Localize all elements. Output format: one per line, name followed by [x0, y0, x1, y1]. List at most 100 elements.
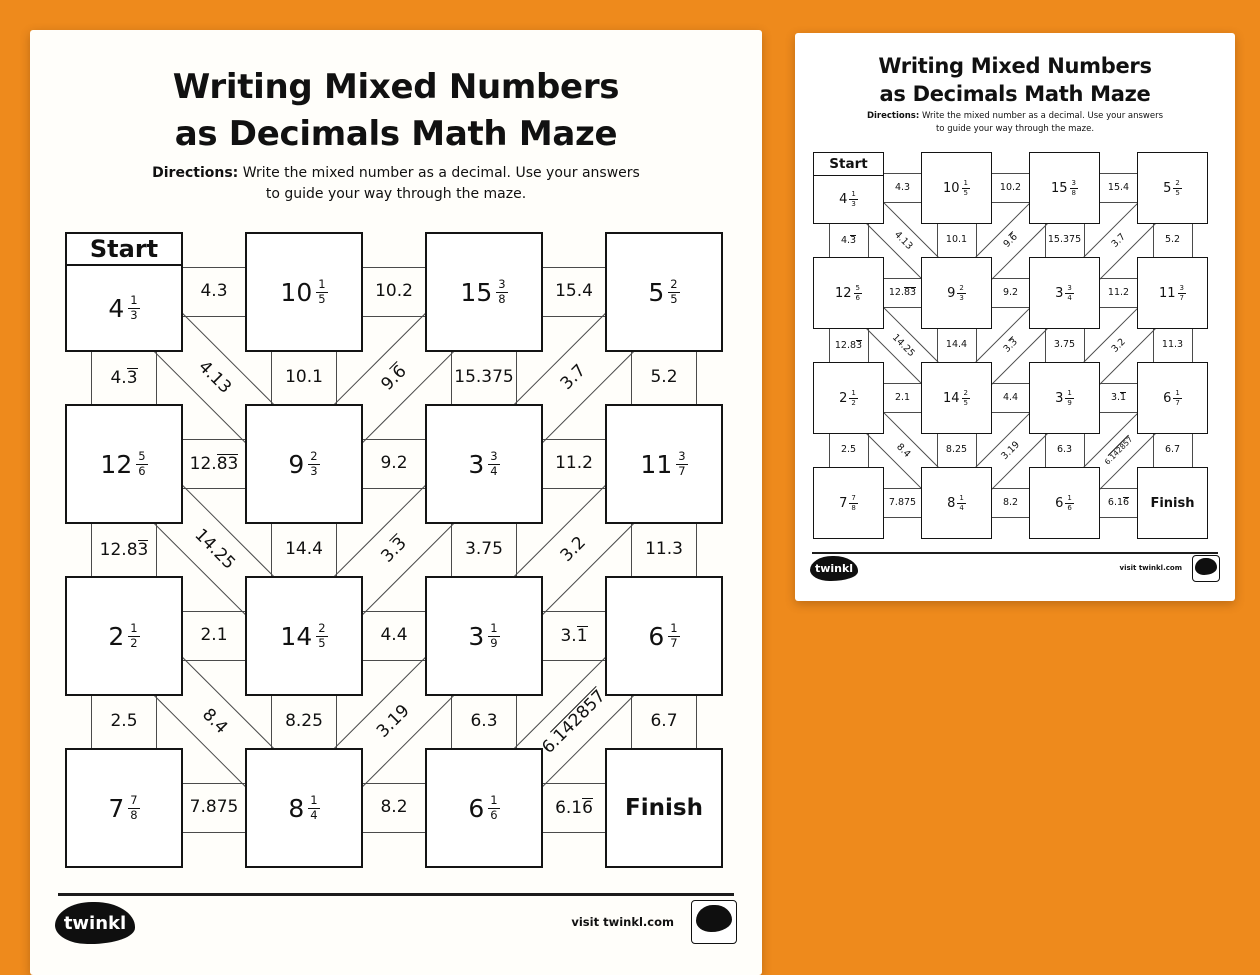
whole-number: 11	[1158, 285, 1176, 301]
fraction-denominator: 4	[959, 503, 964, 512]
fraction-denominator: 3	[851, 200, 856, 208]
repeating-decimal-overline: 6	[582, 797, 593, 818]
decimal-answer-label: 6.7	[1165, 444, 1180, 456]
decimal-text: 3.19	[998, 438, 1022, 462]
fraction-denominator: 5	[963, 188, 968, 197]
fraction-numerator: 5	[136, 449, 148, 465]
decimal-text: 4.	[110, 367, 127, 388]
fraction-denominator: 9	[1067, 398, 1072, 407]
repeating-decimal-overline: 6	[1123, 497, 1130, 509]
fraction-numerator: 5	[853, 283, 862, 294]
decimal-answer-label: 9.6	[1001, 230, 1021, 250]
decimal-answer-label: 4.3	[200, 282, 227, 302]
maze-path-horizontal: 4.4	[990, 383, 1031, 413]
decimal-text: 2.5	[840, 444, 857, 456]
decimal-text: 8.4	[893, 440, 913, 460]
math-maze: Start 4 1 3 10 1 5 15 3 8 5 2 5 12 5 6 9 2 3 3 3 4 11 3 7 2 1 2 14 2 5…	[795, 33, 1235, 601]
decimal-answer-label: 2.5	[840, 444, 857, 456]
directions-text2: to guide your way through the maze.	[935, 123, 1095, 134]
maze-path-horizontal: 12.83	[882, 278, 923, 308]
decimal-answer-label: 11.3	[1162, 339, 1183, 351]
decimal-answer-label: 3.75	[465, 540, 503, 560]
fraction-denominator: 8	[498, 291, 506, 306]
decimal-answer-label: 3.1	[1111, 392, 1127, 404]
decimal-answer-label: 5.2	[1165, 234, 1180, 246]
decimal-answer-label: 2.1	[200, 626, 227, 646]
decimal-answer-label: 3.7	[557, 361, 591, 395]
maze-path-vertical: 15.375	[451, 350, 517, 406]
whole-number: 14	[942, 390, 960, 406]
decimal-answer-label: 4.3	[894, 181, 911, 194]
mixed-number: 11 3 7	[640, 450, 688, 477]
math-maze: Start 4 1 3 10 1 5 15 3 8 5 2 5 12 5 6 9 2 3 3 3 4 11 3 7 2 1 2 14 2 5…	[30, 30, 762, 975]
twinkl-logo-icon: twinkl	[55, 902, 135, 944]
decimal-answer-label: 14.25	[889, 331, 917, 359]
decimal-answer-label: 15.4	[1108, 182, 1129, 194]
maze-path-vertical: 2.5	[828, 432, 869, 469]
page-title-line1: Writing Mixed Numbers	[878, 54, 1152, 78]
decimal-answer-label: 12.83	[889, 287, 917, 299]
visit-twinkl-text: visit twinkl.com	[1119, 564, 1182, 572]
repeating-decimal-overline: 142857	[1107, 434, 1135, 462]
decimal-text: 4.3	[200, 281, 228, 302]
whole-number: 7	[108, 793, 125, 823]
decimal-answer-label: 3.1	[560, 625, 588, 647]
fraction-denominator: 6	[855, 293, 860, 302]
whole-number: 10	[280, 277, 313, 307]
directions-label: Directions:	[152, 165, 239, 181]
whole-number: 9	[947, 285, 956, 301]
footer-divider	[58, 893, 734, 896]
fraction-denominator: 5	[963, 398, 968, 407]
decimal-text: 6.3	[470, 711, 498, 732]
decimal-answer-label: 14.25	[190, 525, 239, 574]
maze-box: 14 2 5	[921, 362, 992, 434]
maze-path-horizontal: 12.83	[181, 439, 247, 489]
orange-background: Writing Mixed Numbers as Decimals Math M…	[30, 30, 1235, 975]
maze-path-horizontal: 2.1	[882, 383, 923, 413]
repeating-decimal-overline: 3	[850, 234, 857, 246]
maze-path-horizontal: 4.3	[882, 173, 923, 203]
fraction-numerator: 3	[1069, 178, 1078, 189]
directions-line1: Directions: Write the mixed number as a …	[795, 110, 1235, 123]
maze-path-vertical: 8.25	[936, 432, 977, 469]
maze-start-box: Start 4 1 3	[813, 152, 884, 224]
fraction-denominator: 5	[670, 291, 678, 306]
repeating-decimal-overline: 1	[1120, 392, 1127, 404]
decimal-text: 15.4	[555, 281, 593, 302]
maze-box: 10 1 5	[921, 152, 992, 224]
fraction-numerator: 7	[128, 793, 140, 809]
whole-number: 4	[108, 293, 125, 323]
whole-number: 6	[1163, 390, 1172, 406]
decimal-text: 5.2	[650, 367, 678, 388]
decimal-answer-label: 6.142857	[1102, 434, 1135, 466]
decimal-text: 4.3	[894, 181, 911, 193]
maze-box: 15 3 8	[1029, 152, 1100, 224]
whole-number: 7	[839, 495, 848, 511]
start-label: Start	[89, 235, 159, 263]
fraction-numerator: 3	[1177, 283, 1186, 294]
decimal-text: 11.2	[555, 453, 593, 474]
decimal-answer-label: 6.3	[470, 712, 497, 732]
maze-path-vertical: 12.83	[91, 522, 157, 578]
